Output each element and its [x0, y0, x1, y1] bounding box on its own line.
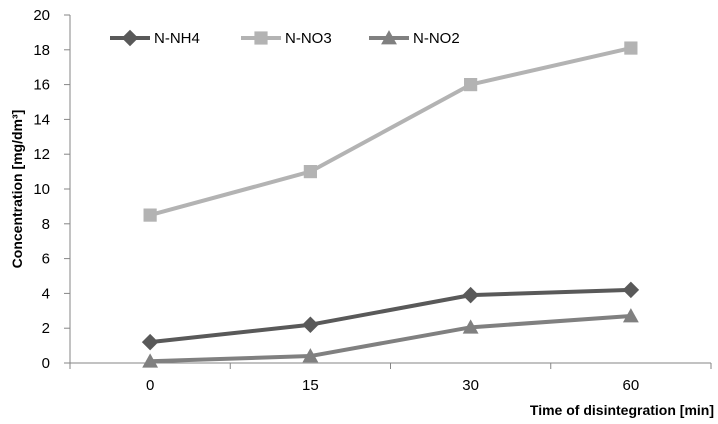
- series-line: [149, 287, 631, 345]
- legend-label: N-NH4: [154, 30, 200, 47]
- x-tick-label: 30: [462, 377, 479, 394]
- data-point: [302, 316, 319, 333]
- data-point: [462, 286, 479, 304]
- y-tick-label: 16: [33, 77, 50, 94]
- legend-item: N-NO2: [369, 30, 460, 47]
- data-point: [624, 41, 638, 55]
- data-point: [303, 165, 317, 179]
- data-point: [302, 348, 319, 363]
- legend-label: N-NO3: [285, 30, 332, 47]
- legend: N-NH4 N-NO3 N-NO2: [110, 29, 460, 47]
- x-axis-title: Time of disintegration [min]: [530, 402, 714, 418]
- y-axis-title: Concentration [mg/dm³]: [9, 110, 25, 269]
- y-tick-label: 0: [42, 355, 50, 372]
- y-axis-ticks: 0 2 4 6 8 10 12 14 16 18 20: [33, 7, 70, 372]
- legend-marker: [254, 31, 268, 45]
- x-tick-label: 0: [146, 377, 154, 394]
- y-tick-label: 4: [42, 285, 50, 302]
- y-tick-label: 14: [33, 111, 50, 128]
- data-point: [143, 208, 157, 222]
- y-tick-label: 12: [33, 146, 50, 163]
- legend-item: N-NO3: [241, 30, 332, 47]
- series-line: [149, 46, 632, 218]
- y-tick-label: 20: [33, 7, 50, 24]
- series-layer: [141, 41, 640, 368]
- legend-label: N-NO2: [413, 30, 460, 47]
- y-tick-label: 8: [42, 216, 50, 233]
- legend-marker: [381, 30, 397, 45]
- series-n-no3: [143, 41, 638, 222]
- data-point: [141, 333, 159, 351]
- y-tick-label: 6: [42, 251, 50, 268]
- series-line: [150, 314, 632, 364]
- data-point: [462, 319, 479, 334]
- y-tick-label: 18: [33, 42, 50, 59]
- y-tick-label: 2: [42, 320, 50, 337]
- series-n-no2: [142, 308, 639, 368]
- data-point: [622, 281, 640, 299]
- legend-item: N-NH4: [110, 29, 200, 47]
- legend-marker: [121, 29, 139, 47]
- data-point: [142, 353, 159, 368]
- data-point: [464, 78, 478, 92]
- x-tick-label: 60: [623, 377, 640, 394]
- series-n-nh4: [141, 281, 640, 351]
- x-axis-ticks: 0 15 30 60: [69, 363, 712, 394]
- y-tick-label: 10: [33, 181, 50, 198]
- data-point: [622, 308, 639, 323]
- x-tick-label: 15: [302, 377, 319, 394]
